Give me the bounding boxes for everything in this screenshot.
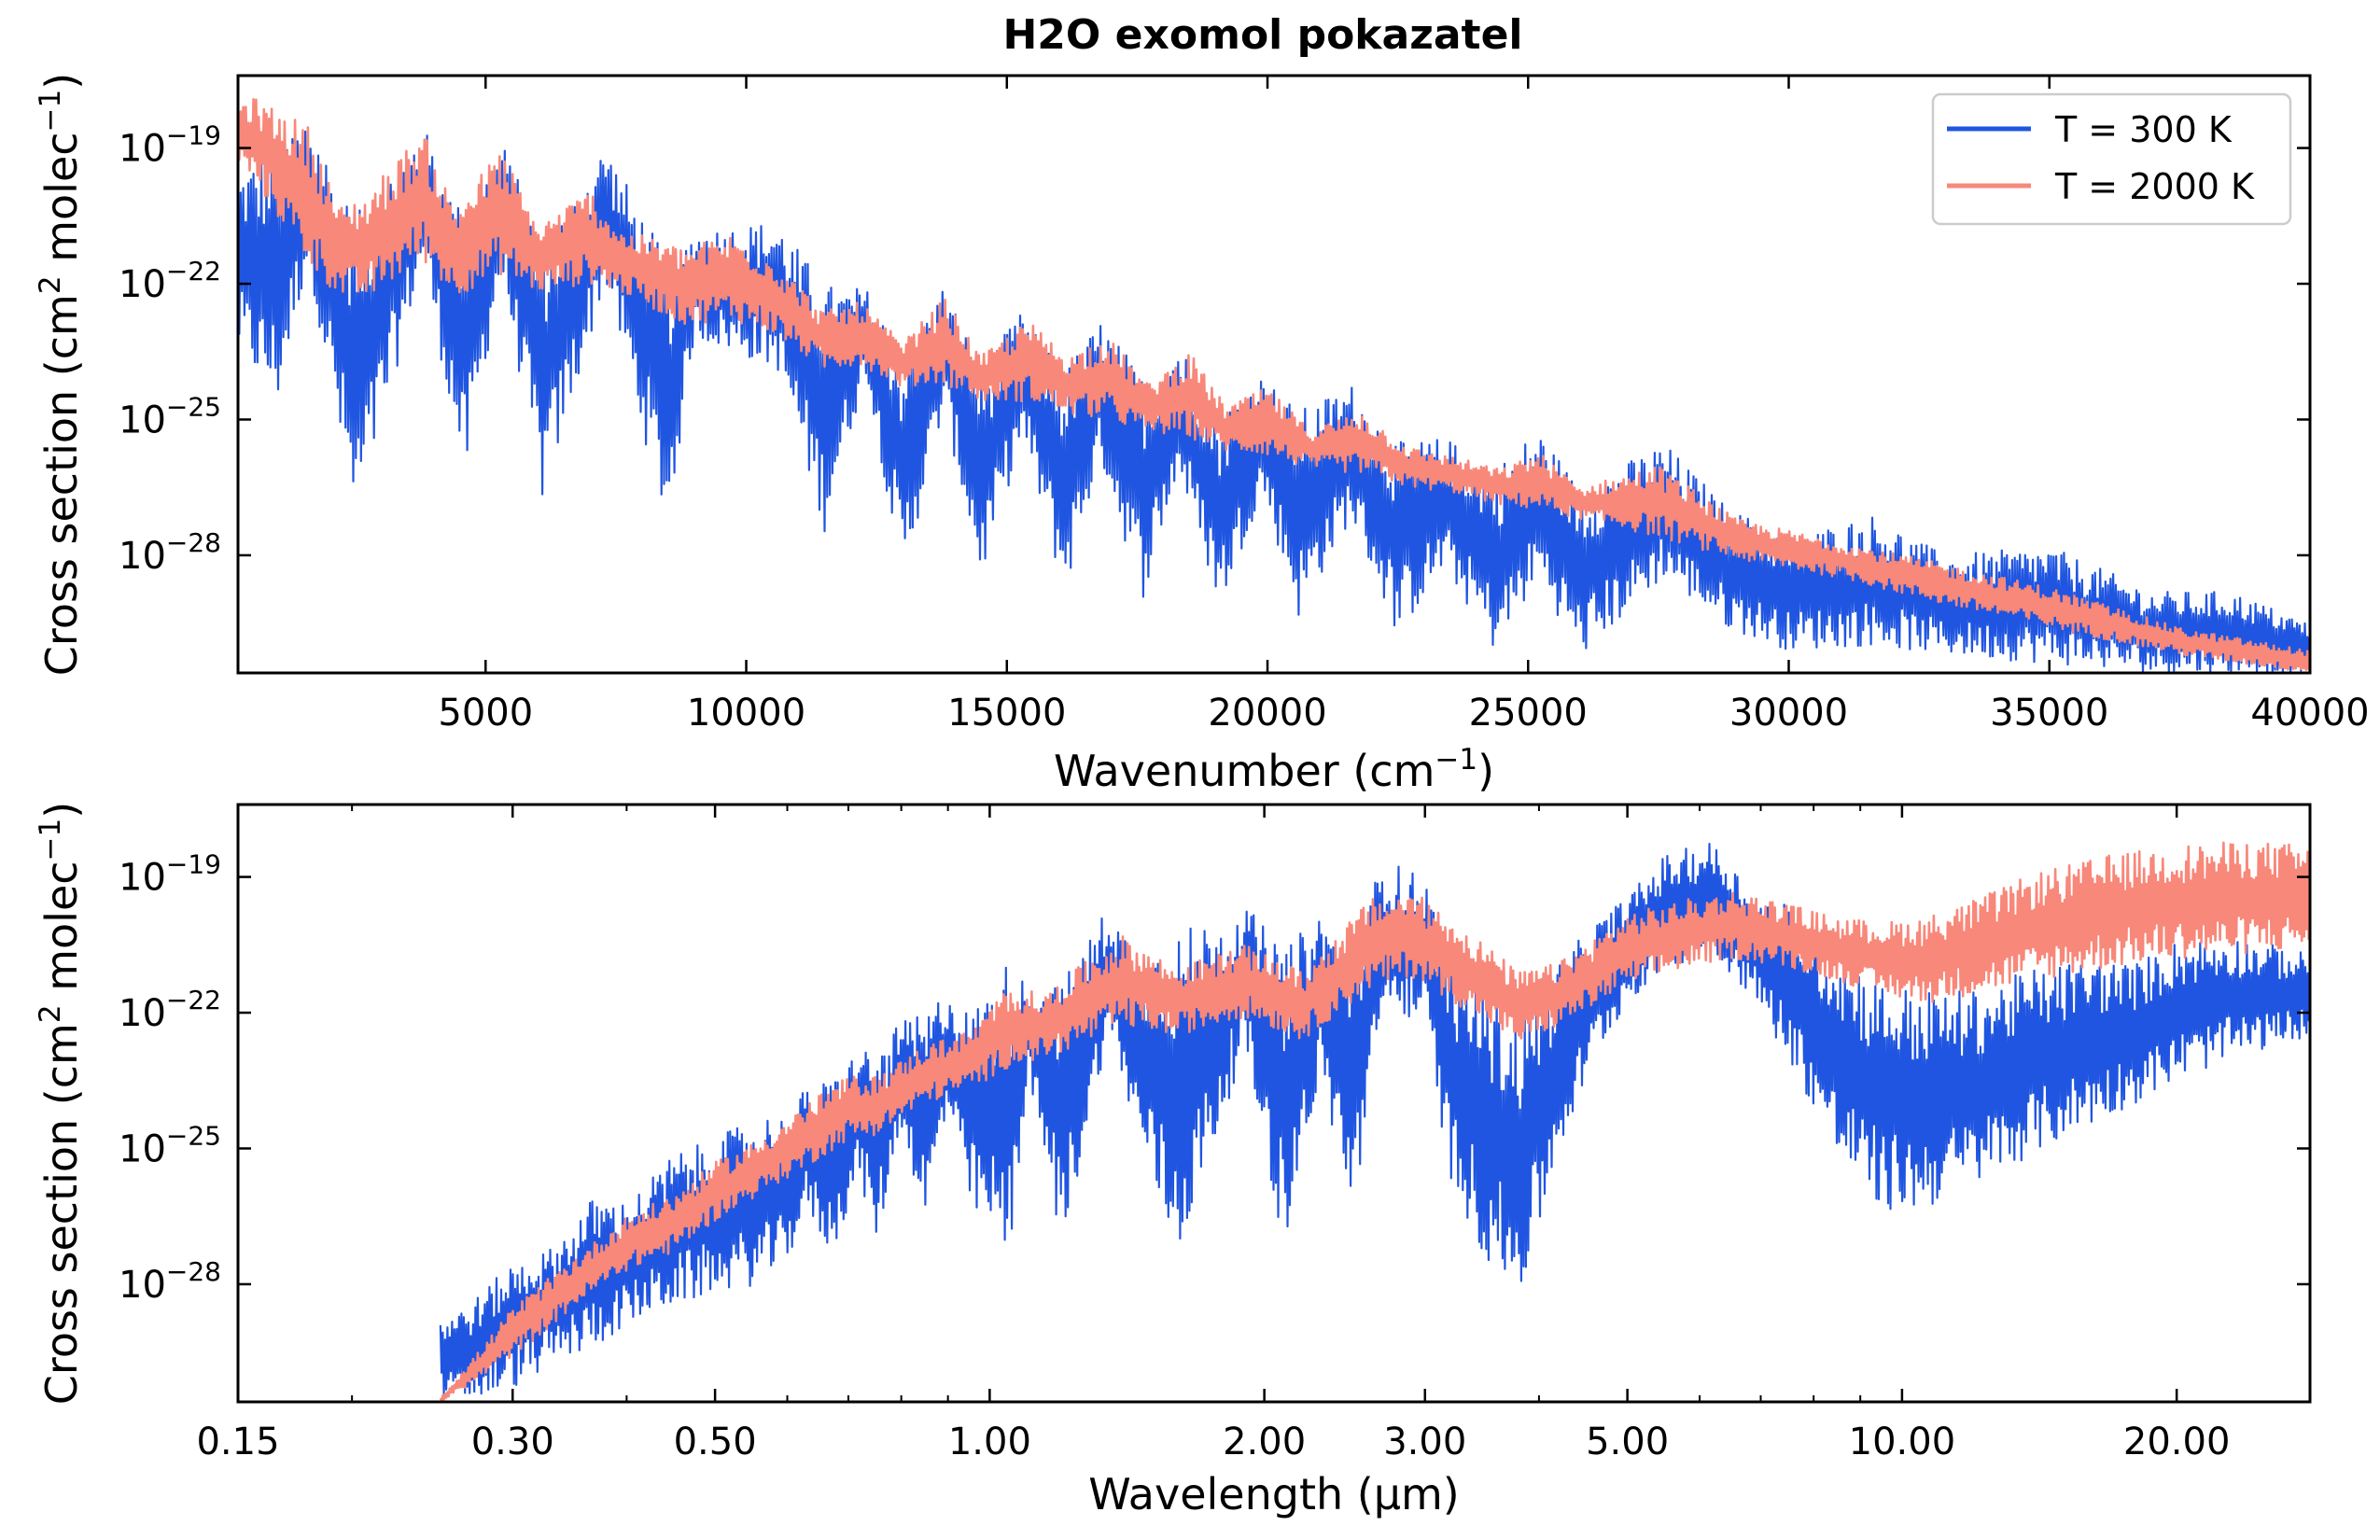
- series-line-2000k: [439, 841, 2310, 1402]
- bottom-plot-area: [439, 841, 2310, 1402]
- top-x-axis: 5000 10000 15000 20000 25000 30000 35000 40000: [438, 76, 2370, 735]
- bottom-x-axis: 0.15 0.30 0.50 1.00 2.00 3.00 5.00 10.00 20.00: [196, 805, 2230, 1463]
- x-tick-label: 1.00: [948, 1421, 1031, 1463]
- x-tick-label: 5.00: [1586, 1421, 1669, 1463]
- x-tick-label: 20000: [1208, 692, 1326, 735]
- x-tick-label: 2.00: [1223, 1421, 1306, 1463]
- y-tick-exponent: −28: [166, 1256, 221, 1287]
- x-tick-label: 0.15: [196, 1421, 279, 1463]
- series-line-300k: [238, 130, 2310, 673]
- y-tick-label: 10−19: [119, 120, 221, 171]
- y-tick-base: 10: [119, 535, 166, 578]
- top-plot-area: [238, 98, 2310, 673]
- y-tick-exponent: −22: [166, 985, 221, 1015]
- y-tick-exponent: −19: [166, 120, 221, 151]
- top-panel: 5000 10000 15000 20000 25000 30000 35000 40000 …: [34, 73, 2370, 796]
- y-tick-exponent: −25: [166, 391, 221, 422]
- top-axes-frame: [236, 74, 2312, 675]
- y-tick-exponent: −19: [166, 849, 221, 880]
- x-tick-label: 0.50: [674, 1421, 757, 1463]
- bottom-axes-frame: [236, 803, 2312, 1404]
- y-tick-exponent: −22: [166, 256, 221, 287]
- legend: T = 300 K T = 2000 K: [1931, 92, 2292, 226]
- y-tick-base: 10: [119, 992, 166, 1035]
- y-tick-base: 10: [119, 857, 166, 900]
- bottom-y-axis-label: Cross section (cm2 molec−1): [34, 802, 87, 1405]
- x-tick-label: 25000: [1469, 692, 1588, 735]
- x-tick-label: 40000: [2250, 692, 2369, 735]
- y-tick-exponent: −25: [166, 1120, 221, 1151]
- series-line-2000k: [238, 98, 2310, 671]
- legend-label-2000k: T = 2000 K: [2054, 166, 2255, 207]
- y-tick-label: 10−25: [119, 1120, 221, 1170]
- y-tick-base: 10: [119, 1127, 166, 1170]
- series-line-300k: [439, 842, 2310, 1395]
- chart-title: H2O exomol pokazatel: [1002, 11, 1522, 59]
- y-tick-base: 10: [119, 399, 166, 441]
- y-tick-base: 10: [119, 263, 166, 306]
- y-tick-label: 10−28: [119, 1256, 221, 1307]
- top-y-axis-label: Cross section (cm2 molec−1): [34, 73, 87, 676]
- bottom-x-axis-label: Wavelength (µm): [1088, 1469, 1459, 1519]
- y-tick-label: 10−19: [119, 849, 221, 900]
- bottom-panel: 0.15 0.30 0.50 1.00 2.00 3.00 5.00 10.00 20.00 1…: [34, 802, 2312, 1519]
- y-tick-label: 10−25: [119, 391, 221, 441]
- x-tick-label: 10000: [687, 692, 805, 735]
- top-x-axis-label: Wavenumber (cm−1): [1054, 743, 1494, 796]
- y-tick-exponent: −28: [166, 527, 221, 558]
- x-tick-label: 3.00: [1383, 1421, 1466, 1463]
- x-tick-label: 5000: [438, 692, 533, 735]
- x-tick-label: 0.30: [471, 1421, 554, 1463]
- x-tick-label: 35000: [1990, 692, 2108, 735]
- y-tick-base: 10: [119, 1264, 166, 1307]
- legend-label-300k: T = 300 K: [2054, 109, 2233, 150]
- y-tick-base: 10: [119, 128, 166, 171]
- x-tick-label: 20.00: [2123, 1421, 2231, 1463]
- y-tick-label: 10−28: [119, 527, 221, 578]
- x-tick-label: 10.00: [1849, 1421, 1956, 1463]
- y-tick-label: 10−22: [119, 985, 221, 1035]
- x-tick-label: 30000: [1729, 692, 1848, 735]
- y-tick-label: 10−22: [119, 256, 221, 306]
- x-tick-label: 15000: [947, 692, 1066, 735]
